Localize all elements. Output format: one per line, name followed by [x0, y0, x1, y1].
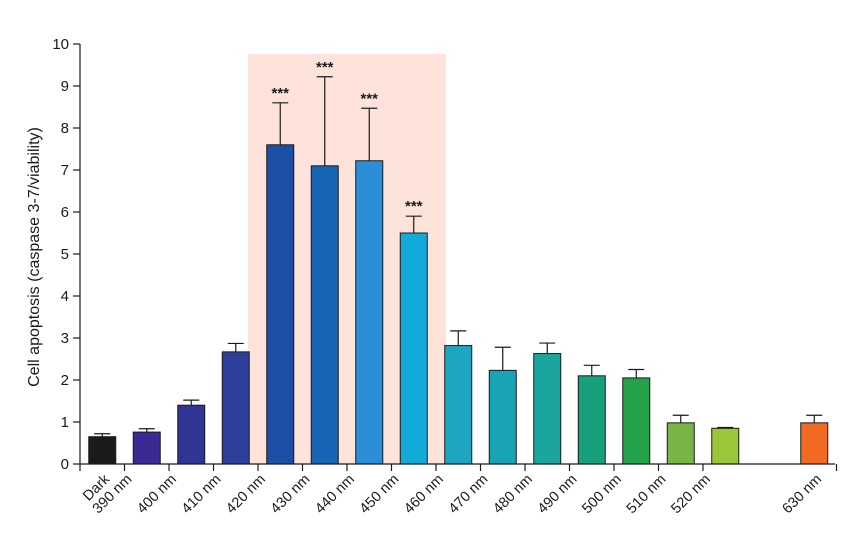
bar — [488, 369, 517, 465]
bar — [577, 375, 606, 465]
bar — [310, 165, 339, 465]
x-tick-label: 410 nm — [179, 472, 225, 518]
x-tick-label: 500 nm — [579, 472, 625, 518]
significance-label: *** — [316, 59, 334, 76]
y-tick-label: 9 — [61, 78, 69, 95]
bar — [88, 436, 117, 465]
bar — [444, 345, 473, 465]
y-tick-label: 1 — [61, 414, 69, 431]
bar — [800, 422, 829, 465]
x-tick-label: 490 nm — [535, 472, 581, 518]
x-tick-label: 430 nm — [268, 472, 314, 518]
significance-label: *** — [360, 90, 378, 107]
y-axis-label: Cell apoptosis (caspase 3-7/viability) — [26, 127, 43, 387]
y-tick-label: 3 — [61, 330, 69, 347]
y-tick-label: 7 — [61, 162, 69, 179]
x-tick-label: 450 nm — [357, 472, 403, 518]
bar — [666, 422, 695, 465]
y-tick-label: 6 — [61, 204, 69, 221]
y-tick-label: 8 — [61, 120, 69, 137]
x-tick-label: 520 nm — [668, 472, 714, 518]
bar — [221, 351, 250, 465]
y-tick-label: 10 — [52, 36, 69, 53]
x-tick-label: 460 nm — [401, 472, 447, 518]
bar — [533, 353, 562, 465]
y-tick-label: 5 — [61, 246, 69, 263]
y-tick-label: 0 — [61, 456, 69, 473]
significance-label: *** — [405, 198, 423, 215]
bar — [711, 427, 740, 465]
x-tick-label: 480 nm — [490, 472, 536, 518]
x-tick-label: 470 nm — [446, 472, 492, 518]
y-tick-label: 4 — [61, 288, 69, 305]
bar — [132, 431, 161, 465]
bar — [399, 232, 428, 465]
bar — [266, 144, 295, 465]
bar — [355, 160, 384, 465]
bar — [177, 404, 206, 465]
y-tick-label: 2 — [61, 372, 69, 389]
significance-label: *** — [271, 85, 289, 102]
x-tick-label: 440 nm — [312, 472, 358, 518]
x-tick-label: 420 nm — [223, 472, 269, 518]
x-tick-label: 510 nm — [624, 472, 670, 518]
x-tick-label: 400 nm — [134, 472, 180, 518]
x-tick-label: 630 nm — [780, 472, 826, 518]
bar — [622, 377, 651, 465]
